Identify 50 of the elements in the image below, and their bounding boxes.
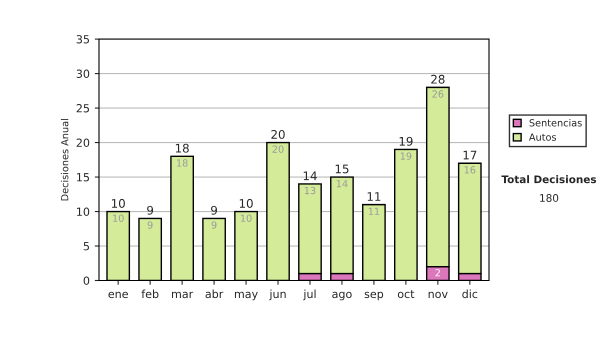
total-label: 19: [400, 136, 413, 146]
data-label: 9: [148, 221, 153, 229]
y-tick-label: 35: [76, 35, 89, 44]
x-tick-label: jun: [269, 290, 286, 300]
data-label: 10: [240, 214, 252, 222]
total-label: 20: [271, 130, 285, 139]
text: 180: [540, 194, 558, 202]
x-tick-label: sep: [364, 292, 384, 300]
data-label: 9: [212, 221, 216, 229]
x-tick-label: jul: [303, 290, 316, 300]
y-tick-label: 5: [84, 242, 89, 250]
total-label: 10: [112, 198, 125, 208]
legend-label: Autos: [528, 134, 556, 141]
total-label: 9: [147, 206, 154, 215]
y-tick-label: 25: [76, 104, 89, 112]
y-tick-label: 20: [76, 138, 90, 147]
total-label: 15: [336, 164, 348, 174]
x-tick-label: ene: [108, 292, 128, 298]
total-label: 18: [176, 144, 189, 153]
data-label: 11: [368, 208, 380, 215]
x-tick-label: oct: [398, 290, 414, 298]
x-tick-label: may: [234, 292, 258, 300]
data-label: 26: [432, 90, 444, 98]
x-tick-label: feb: [142, 290, 158, 298]
data-label: 19: [400, 152, 412, 160]
x-tick-label: nov: [428, 292, 448, 298]
y-tick-label: 15: [77, 173, 89, 182]
data-label: 2: [435, 269, 440, 276]
y-axis-title: Decisiones Anual: [60, 119, 68, 200]
total-label: 14: [304, 172, 317, 180]
total-label: 10: [240, 198, 253, 208]
x-tick-label: ago: [332, 292, 352, 300]
total-label: 17: [464, 150, 476, 160]
total-label: 9: [211, 206, 218, 215]
data-label: 13: [304, 186, 316, 194]
text: Total Decisiones: [501, 175, 596, 184]
data-label: 16: [464, 166, 476, 174]
x-tick-label: mar: [172, 292, 194, 298]
x-tick-label: abr: [206, 290, 224, 298]
total-label: 28: [431, 74, 445, 84]
total-label: 11: [368, 192, 380, 201]
data-label: 18: [176, 159, 188, 167]
data-label: 20: [272, 145, 284, 153]
y-tick-label: 10: [77, 208, 90, 216]
legend-label: Sentencias: [530, 118, 582, 127]
x-tick-label: dic: [462, 290, 478, 298]
data-label: 10: [113, 214, 124, 222]
data-label: 14: [336, 180, 348, 188]
y-tick-label: 0: [84, 276, 90, 285]
y-tick-label: 30: [76, 70, 90, 78]
